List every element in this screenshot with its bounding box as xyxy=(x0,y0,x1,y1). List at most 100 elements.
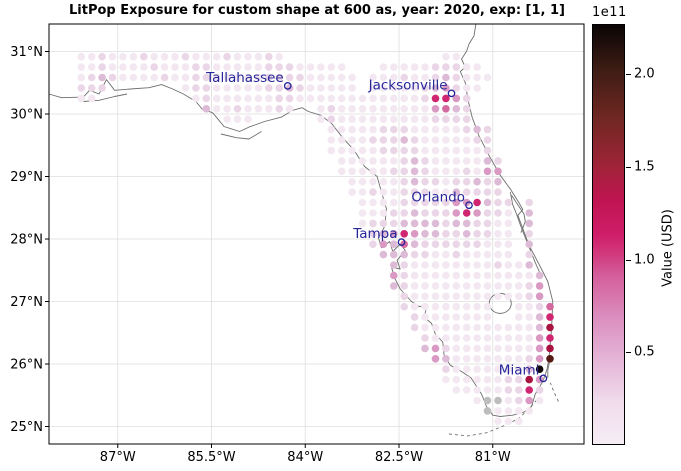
exposure-dot xyxy=(369,167,377,176)
exposure-dot xyxy=(452,63,461,71)
exposure-dot xyxy=(337,94,346,103)
exposure-dot xyxy=(431,146,440,155)
exposure-dot xyxy=(77,63,86,71)
exposure-dot xyxy=(483,219,492,228)
exposure-dot xyxy=(462,386,471,394)
exposure-dot xyxy=(358,94,367,103)
exposure-dot xyxy=(473,188,481,196)
exposure-dot xyxy=(442,334,450,342)
exposure-dot xyxy=(452,219,461,228)
exposure-dot xyxy=(337,157,346,165)
exposure-dot xyxy=(515,271,523,280)
exposure-dot xyxy=(535,292,544,301)
exposure-dot xyxy=(504,407,513,415)
exposure-dot xyxy=(452,292,461,301)
exposure-dot xyxy=(483,344,492,353)
exposure-dot xyxy=(483,396,492,405)
exposure-dot xyxy=(442,198,450,207)
exposure-dot xyxy=(421,292,429,301)
exposure-dot xyxy=(483,209,492,217)
coastline xyxy=(48,23,554,417)
exposure-dot xyxy=(473,344,481,353)
coastline xyxy=(511,195,526,233)
exposure-dot xyxy=(504,198,513,207)
exposure-dot xyxy=(421,105,429,113)
exposure-dot xyxy=(233,73,242,82)
exposure-dot xyxy=(348,125,356,134)
y-tick-label: 29°N xyxy=(10,170,43,185)
exposure-dot xyxy=(442,313,450,321)
exposure-dot xyxy=(233,115,242,123)
exposure-dot xyxy=(233,84,242,92)
exposure-dot xyxy=(369,188,377,196)
exposure-dot xyxy=(483,167,492,176)
exposure-dot xyxy=(473,250,481,259)
exposure-dot xyxy=(473,271,481,280)
exposure-dot xyxy=(494,209,502,217)
exposure-dot xyxy=(379,105,388,113)
exposure-dot xyxy=(431,177,440,186)
exposure-dot xyxy=(442,115,450,123)
exposure-dot xyxy=(473,365,481,374)
exposure-dot xyxy=(358,209,367,217)
exposure-dot xyxy=(150,73,158,82)
exposure-dot xyxy=(515,261,523,269)
exposure-dot xyxy=(254,84,263,92)
exposure-dot xyxy=(410,240,419,248)
exposure-dot xyxy=(442,167,450,176)
exposure-dot xyxy=(410,271,419,280)
exposure-dot xyxy=(462,282,471,290)
exposure-dot xyxy=(525,219,533,228)
exposure-dot xyxy=(421,250,429,259)
exposure-dot xyxy=(410,250,419,259)
exposure-dot xyxy=(442,136,450,144)
exposure-dot xyxy=(483,355,492,363)
exposure-dot xyxy=(483,177,492,186)
exposure-dot xyxy=(358,219,367,228)
exposure-dot xyxy=(421,282,429,290)
exposure-dot xyxy=(473,125,481,134)
exposure-dot xyxy=(390,188,398,196)
exposure-dot xyxy=(77,73,86,82)
exposure-dot xyxy=(431,188,440,196)
exposure-dot xyxy=(379,188,388,196)
exposure-dot xyxy=(181,73,190,82)
exposure-dot xyxy=(317,105,325,113)
exposure-dot xyxy=(369,230,377,238)
exposure-dot xyxy=(473,198,481,207)
exposure-dot xyxy=(504,292,513,301)
exposure-dot xyxy=(275,94,284,103)
exposure-dot xyxy=(452,323,461,332)
colorbar-axis-label: Value (USD) xyxy=(660,209,676,287)
exposure-dot xyxy=(212,105,221,113)
exposure-dot xyxy=(504,282,513,290)
city-label: Orlando xyxy=(411,189,465,205)
exposure-dot xyxy=(317,84,325,92)
exposure-dot xyxy=(369,84,377,92)
exposure-dot xyxy=(442,323,450,332)
exposure-dot xyxy=(337,84,346,92)
exposure-dot xyxy=(462,125,471,134)
exposure-dot xyxy=(421,230,429,238)
exposure-dot xyxy=(212,94,221,103)
exposure-dot xyxy=(129,52,138,61)
exposure-dot xyxy=(483,261,492,269)
exposure-dot xyxy=(421,323,429,332)
city-label: Tampa xyxy=(352,226,397,242)
exposure-dot xyxy=(400,136,409,144)
exposure-dot xyxy=(296,63,304,71)
y-tick-label: 26°N xyxy=(10,358,43,373)
exposure-dot xyxy=(473,73,481,82)
exposure-dot xyxy=(202,105,211,113)
exposure-dot xyxy=(410,219,419,228)
exposure-dot xyxy=(390,63,398,71)
chart-title: LitPop Exposure for custom shape at 600 … xyxy=(68,3,565,18)
colorbar xyxy=(592,24,625,445)
exposure-dot xyxy=(452,334,461,342)
exposure-dot xyxy=(410,282,419,290)
exposure-dot xyxy=(473,302,481,311)
exposure-dot xyxy=(390,167,398,176)
exposure-dot xyxy=(400,167,409,176)
exposure-dot xyxy=(327,63,336,71)
exposure-dot xyxy=(265,63,273,71)
